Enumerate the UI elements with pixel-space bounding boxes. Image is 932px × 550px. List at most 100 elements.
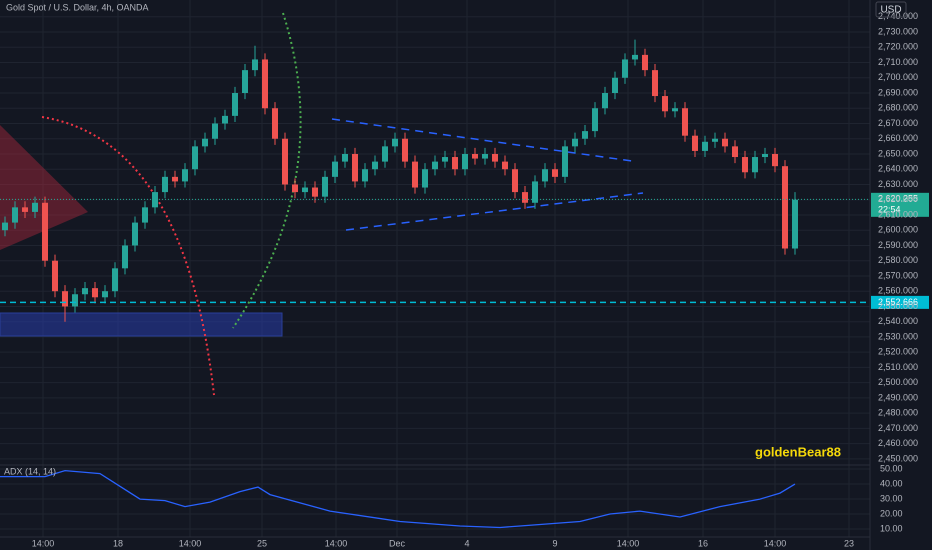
y-tick-label: 2,510.000: [878, 362, 918, 372]
candle-body: [312, 187, 318, 197]
y2-tick-label: 10.00: [880, 523, 903, 533]
candle-body: [32, 202, 38, 212]
candle-body: [482, 153, 488, 159]
y2-tick-label: 50.00: [880, 463, 903, 473]
y2-tick-label: 30.00: [880, 493, 903, 503]
price-label-box: [871, 192, 929, 217]
watermark: goldenBear88: [755, 444, 841, 459]
candle-body: [122, 245, 128, 269]
x-tick-label: 14:00: [617, 538, 640, 548]
y-tick-label: 2,740.000: [878, 11, 918, 21]
currency[interactable]: USD: [880, 5, 901, 16]
y-tick-label: 2,620.000: [878, 194, 918, 204]
candle-body: [152, 192, 158, 208]
candle-body: [792, 199, 798, 249]
candle-body: [532, 181, 538, 203]
candle-body: [342, 153, 348, 162]
candle-body: [752, 157, 758, 173]
candle-body: [102, 291, 108, 298]
price-label: 2,552.666: [878, 297, 918, 307]
candle-body: [142, 207, 148, 223]
candle-body: [672, 108, 678, 112]
candle-body: [112, 268, 118, 292]
candle-body: [362, 169, 368, 182]
candle-body: [272, 108, 278, 139]
candle-body: [322, 176, 328, 197]
candle-body: [422, 169, 428, 188]
y2-tick-label: 20.00: [880, 508, 903, 518]
y-tick-label: 2,650.000: [878, 148, 918, 158]
indicator-name: ADX (14, 14): [4, 466, 56, 476]
y-tick-label: 2,680.000: [878, 103, 918, 113]
x-tick-label: 14:00: [325, 538, 348, 548]
candle-body: [492, 153, 498, 162]
trend-line-lower: [345, 192, 644, 231]
candle-body: [502, 161, 508, 170]
candle-body: [292, 184, 298, 193]
y-tick-label: 2,540.000: [878, 316, 918, 326]
candle-body: [132, 222, 138, 246]
candle-body: [692, 135, 698, 151]
candle-body: [412, 161, 418, 188]
y2-tick-label: 40.00: [880, 478, 903, 488]
x-tick-label: 16: [698, 538, 708, 548]
candle-body: [282, 138, 288, 185]
price-label: 2,620.255: [878, 194, 918, 204]
candle-body: [592, 108, 598, 132]
x-tick-label: 23: [844, 538, 854, 548]
candle-body: [62, 291, 68, 307]
candle-body: [642, 54, 648, 71]
candle-body: [242, 70, 248, 93]
candle-body: [472, 153, 478, 159]
y-tick-label: 2,670.000: [878, 118, 918, 128]
candle-body: [222, 115, 228, 124]
candle-body: [302, 187, 308, 193]
candle-body: [522, 192, 528, 203]
candle-body: [12, 207, 18, 223]
y-tick-label: 2,700.000: [878, 72, 918, 82]
candle-body: [182, 169, 188, 182]
trend-line-upper: [331, 118, 633, 162]
y-tick-label: 2,600.000: [878, 225, 918, 235]
currency-box[interactable]: [875, 1, 907, 18]
candle-body: [542, 169, 548, 182]
y-tick-label: 2,490.000: [878, 392, 918, 402]
candle-body: [192, 146, 198, 170]
candle-body: [682, 108, 688, 136]
candle-body: [742, 157, 748, 173]
candle-body: [702, 141, 708, 151]
candle-body: [202, 138, 208, 147]
candle-body: [332, 161, 338, 177]
y-tick-label: 2,720.000: [878, 42, 918, 52]
x-tick-label: 4: [464, 538, 469, 548]
x-tick-label: 9: [552, 538, 557, 548]
y-tick-label: 2,450.000: [878, 453, 918, 463]
candle-body: [392, 138, 398, 147]
candle-body: [602, 93, 608, 109]
y-tick-label: 2,640.000: [878, 164, 918, 174]
candle-body: [442, 157, 448, 162]
y-tick-label: 2,660.000: [878, 133, 918, 143]
y-tick-label: 2,570.000: [878, 270, 918, 280]
candle-body: [552, 169, 558, 177]
candle-body: [352, 153, 358, 182]
y-tick-label: 2,610.000: [878, 209, 918, 219]
candle-body: [452, 157, 458, 170]
candle-body: [572, 138, 578, 147]
y-tick-label: 2,560.000: [878, 286, 918, 296]
x-tick-label: Dec: [389, 538, 406, 548]
axes: 14:00 18 14:00 25 14:00 Dec 4 9 14:00 16 14:00 23 2,…: [32, 11, 918, 548]
y-tick-label: 2,520.000: [878, 347, 918, 357]
y-tick-label: 2,580.000: [878, 255, 918, 265]
grid: [0, 0, 870, 537]
candle-body: [462, 153, 468, 170]
candle-body: [712, 138, 718, 142]
candle-body: [92, 288, 98, 298]
price-label-box: [871, 295, 929, 309]
y-tick-label: 2,590.000: [878, 240, 918, 250]
y-tick-label: 2,530.000: [878, 331, 918, 341]
x-tick-label: 18: [113, 538, 123, 548]
triangle-zone: [0, 125, 88, 250]
